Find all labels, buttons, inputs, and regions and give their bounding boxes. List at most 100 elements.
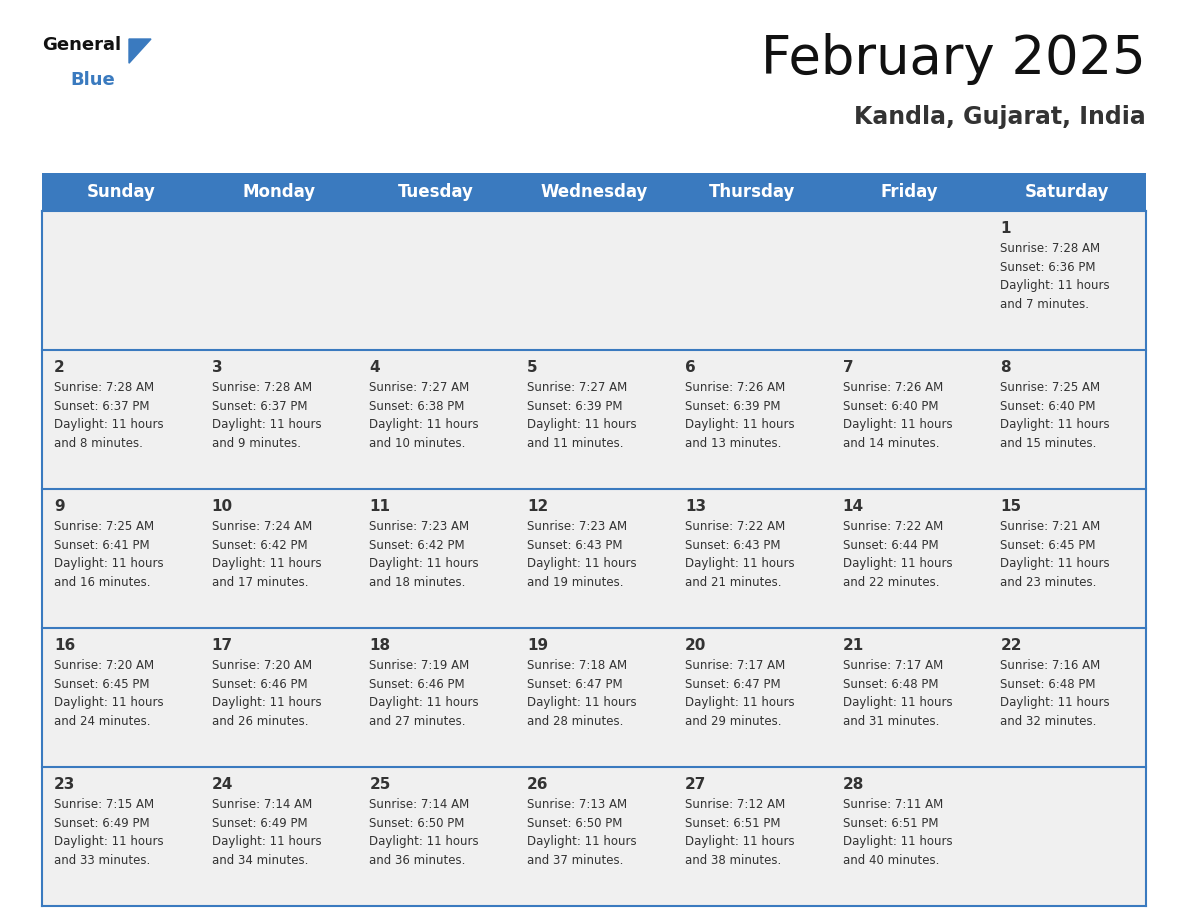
Text: and 28 minutes.: and 28 minutes. — [527, 715, 624, 728]
Text: and 21 minutes.: and 21 minutes. — [684, 576, 782, 588]
Text: and 13 minutes.: and 13 minutes. — [684, 437, 782, 450]
Text: and 33 minutes.: and 33 minutes. — [53, 854, 150, 867]
Bar — [672, 628, 830, 767]
Text: Sunrise: 7:14 AM: Sunrise: 7:14 AM — [211, 799, 312, 812]
Bar — [42, 767, 200, 906]
Bar — [358, 628, 516, 767]
Text: Sunset: 6:43 PM: Sunset: 6:43 PM — [527, 539, 623, 552]
Text: Sunrise: 7:25 AM: Sunrise: 7:25 AM — [53, 521, 154, 533]
Text: Sunset: 6:50 PM: Sunset: 6:50 PM — [369, 817, 465, 830]
Text: 13: 13 — [684, 499, 706, 514]
Text: Daylight: 11 hours: Daylight: 11 hours — [211, 696, 321, 710]
Text: 24: 24 — [211, 777, 233, 792]
Text: 23: 23 — [53, 777, 75, 792]
Text: and 23 minutes.: and 23 minutes. — [1000, 576, 1097, 588]
Text: Sunrise: 7:20 AM: Sunrise: 7:20 AM — [211, 659, 311, 672]
Text: 14: 14 — [842, 499, 864, 514]
Bar — [830, 489, 988, 628]
Text: and 32 minutes.: and 32 minutes. — [1000, 715, 1097, 728]
Text: Sunrise: 7:22 AM: Sunrise: 7:22 AM — [842, 521, 943, 533]
Text: Daylight: 11 hours: Daylight: 11 hours — [369, 835, 479, 848]
Text: Sunset: 6:40 PM: Sunset: 6:40 PM — [1000, 399, 1095, 413]
Text: Daylight: 11 hours: Daylight: 11 hours — [842, 696, 953, 710]
Text: Wednesday: Wednesday — [541, 183, 647, 201]
Text: Sunset: 6:49 PM: Sunset: 6:49 PM — [53, 817, 150, 830]
Text: Sunrise: 7:24 AM: Sunrise: 7:24 AM — [211, 521, 312, 533]
Text: Daylight: 11 hours: Daylight: 11 hours — [369, 696, 479, 710]
Text: February 2025: February 2025 — [762, 33, 1146, 85]
Bar — [42, 489, 200, 628]
Text: Daylight: 11 hours: Daylight: 11 hours — [1000, 696, 1110, 710]
Text: and 16 minutes.: and 16 minutes. — [53, 576, 151, 588]
Text: 11: 11 — [369, 499, 391, 514]
Text: Sunrise: 7:13 AM: Sunrise: 7:13 AM — [527, 799, 627, 812]
Text: Sunrise: 7:15 AM: Sunrise: 7:15 AM — [53, 799, 154, 812]
Bar — [830, 350, 988, 489]
Text: and 40 minutes.: and 40 minutes. — [842, 854, 939, 867]
Text: Daylight: 11 hours: Daylight: 11 hours — [53, 557, 164, 570]
Text: 21: 21 — [842, 638, 864, 653]
Text: 17: 17 — [211, 638, 233, 653]
Text: Daylight: 11 hours: Daylight: 11 hours — [684, 419, 795, 431]
Text: 10: 10 — [211, 499, 233, 514]
Text: and 26 minutes.: and 26 minutes. — [211, 715, 308, 728]
Text: and 15 minutes.: and 15 minutes. — [1000, 437, 1097, 450]
Text: Sunset: 6:45 PM: Sunset: 6:45 PM — [53, 677, 150, 690]
Bar — [988, 211, 1146, 350]
Bar — [830, 628, 988, 767]
Text: Daylight: 11 hours: Daylight: 11 hours — [1000, 279, 1110, 292]
Text: 18: 18 — [369, 638, 391, 653]
Text: Daylight: 11 hours: Daylight: 11 hours — [369, 419, 479, 431]
Text: Sunrise: 7:27 AM: Sunrise: 7:27 AM — [369, 381, 469, 394]
Text: 19: 19 — [527, 638, 549, 653]
Text: and 7 minutes.: and 7 minutes. — [1000, 297, 1089, 311]
Text: 4: 4 — [369, 360, 380, 375]
Text: Sunrise: 7:19 AM: Sunrise: 7:19 AM — [369, 659, 469, 672]
Bar — [830, 767, 988, 906]
Text: 3: 3 — [211, 360, 222, 375]
Bar — [516, 767, 672, 906]
Bar — [200, 767, 358, 906]
Text: 2: 2 — [53, 360, 65, 375]
Text: and 18 minutes.: and 18 minutes. — [369, 576, 466, 588]
Text: Sunset: 6:37 PM: Sunset: 6:37 PM — [53, 399, 150, 413]
Text: Daylight: 11 hours: Daylight: 11 hours — [842, 835, 953, 848]
Text: 6: 6 — [684, 360, 696, 375]
Text: Sunset: 6:46 PM: Sunset: 6:46 PM — [369, 677, 465, 690]
Text: Sunrise: 7:17 AM: Sunrise: 7:17 AM — [842, 659, 943, 672]
Text: Sunrise: 7:25 AM: Sunrise: 7:25 AM — [1000, 381, 1100, 394]
Text: 26: 26 — [527, 777, 549, 792]
Text: Sunset: 6:46 PM: Sunset: 6:46 PM — [211, 677, 308, 690]
Text: Daylight: 11 hours: Daylight: 11 hours — [527, 835, 637, 848]
Text: Daylight: 11 hours: Daylight: 11 hours — [527, 419, 637, 431]
Text: Sunset: 6:40 PM: Sunset: 6:40 PM — [842, 399, 939, 413]
Text: Sunset: 6:43 PM: Sunset: 6:43 PM — [684, 539, 781, 552]
Text: 27: 27 — [684, 777, 706, 792]
Text: and 24 minutes.: and 24 minutes. — [53, 715, 151, 728]
Text: Daylight: 11 hours: Daylight: 11 hours — [684, 557, 795, 570]
Bar — [672, 211, 830, 350]
Text: Sunset: 6:37 PM: Sunset: 6:37 PM — [211, 399, 308, 413]
Bar — [988, 489, 1146, 628]
Text: and 11 minutes.: and 11 minutes. — [527, 437, 624, 450]
Text: Monday: Monday — [242, 183, 315, 201]
Bar — [200, 628, 358, 767]
Text: and 8 minutes.: and 8 minutes. — [53, 437, 143, 450]
Text: and 19 minutes.: and 19 minutes. — [527, 576, 624, 588]
Bar — [358, 767, 516, 906]
Text: Daylight: 11 hours: Daylight: 11 hours — [684, 835, 795, 848]
Text: Sunrise: 7:26 AM: Sunrise: 7:26 AM — [684, 381, 785, 394]
Bar — [42, 628, 200, 767]
Text: Sunrise: 7:20 AM: Sunrise: 7:20 AM — [53, 659, 154, 672]
Text: Sunrise: 7:12 AM: Sunrise: 7:12 AM — [684, 799, 785, 812]
Text: Sunrise: 7:18 AM: Sunrise: 7:18 AM — [527, 659, 627, 672]
Bar — [830, 211, 988, 350]
Text: 1: 1 — [1000, 221, 1011, 236]
Text: Sunrise: 7:16 AM: Sunrise: 7:16 AM — [1000, 659, 1100, 672]
Text: Sunset: 6:50 PM: Sunset: 6:50 PM — [527, 817, 623, 830]
Text: and 34 minutes.: and 34 minutes. — [211, 854, 308, 867]
Text: Sunset: 6:47 PM: Sunset: 6:47 PM — [527, 677, 623, 690]
Text: General: General — [42, 36, 121, 54]
Text: Sunset: 6:48 PM: Sunset: 6:48 PM — [842, 677, 939, 690]
Text: Daylight: 11 hours: Daylight: 11 hours — [842, 557, 953, 570]
